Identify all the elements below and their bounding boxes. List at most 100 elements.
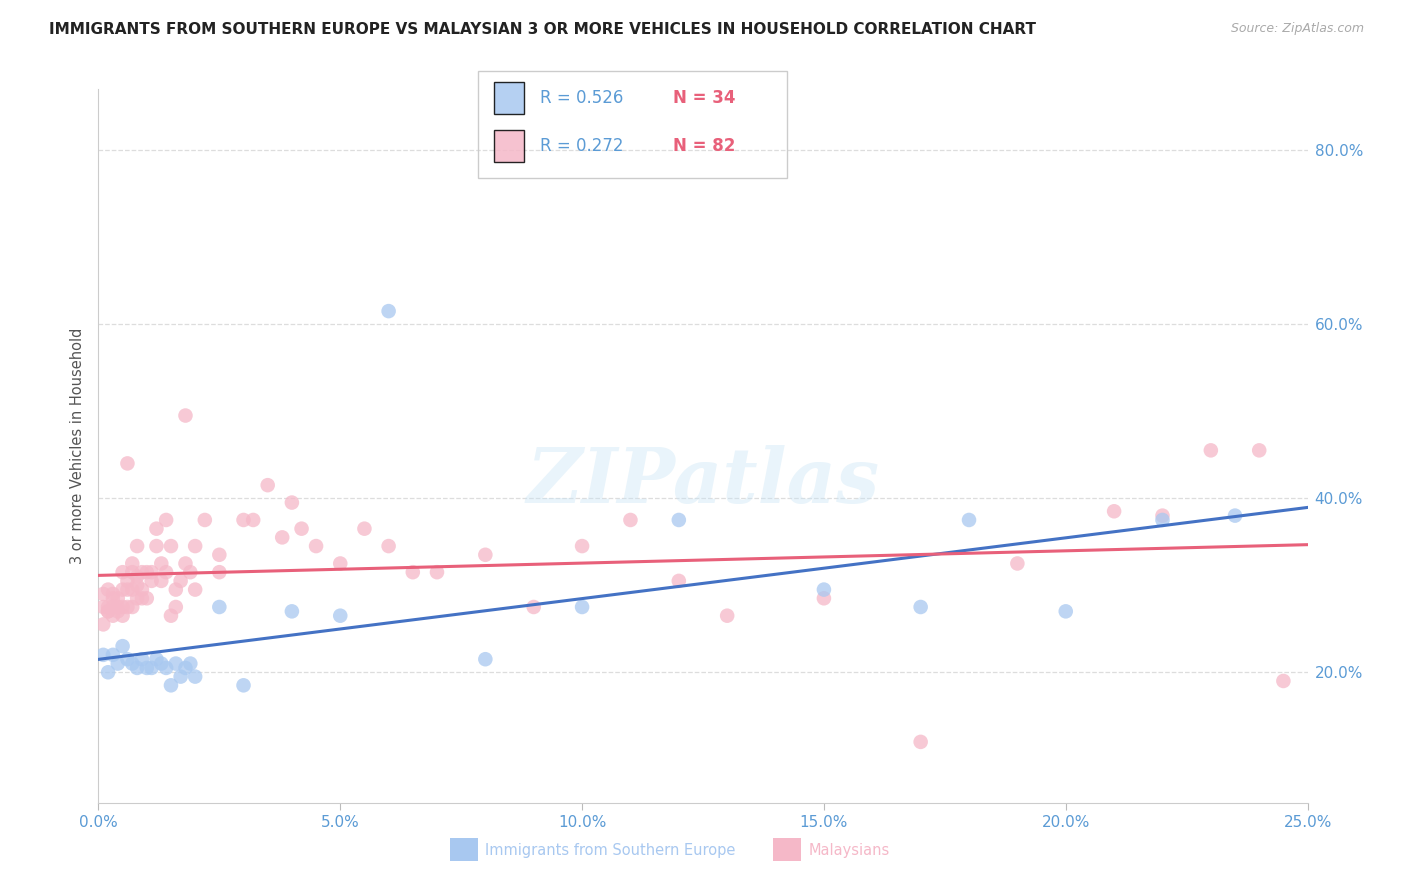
Point (1007, 557, 1029, 571)
Point (117, 582, 139, 597)
Point (305, 539, 328, 553)
Point (101, 608, 124, 623)
Point (155, 661, 177, 675)
Point (174, 661, 197, 675)
Point (571, 539, 593, 553)
Text: Immigrants from Southern Europe: Immigrants from Southern Europe (485, 843, 735, 857)
Point (165, 657, 187, 671)
Point (179, 657, 201, 671)
Point (111, 565, 134, 579)
Point (117, 457, 139, 471)
Point (101, 648, 124, 662)
Point (910, 735, 932, 749)
Point (91, 648, 114, 662)
Point (169, 574, 191, 588)
Point (141, 565, 163, 579)
Point (813, 582, 835, 597)
Point (1054, 604, 1077, 618)
Point (135, 591, 157, 606)
FancyBboxPatch shape (494, 82, 524, 114)
Point (127, 539, 149, 553)
Point (281, 495, 304, 509)
Point (426, 565, 449, 579)
Point (121, 565, 143, 579)
Point (1152, 513, 1174, 527)
Point (131, 582, 153, 597)
Point (101, 587, 124, 601)
Point (1272, 673, 1295, 688)
Text: IMMIGRANTS FROM SOUTHERN EUROPE VS MALAYSIAN 3 OR MORE VEHICLES IN HOUSEHOLD COR: IMMIGRANTS FROM SOUTHERN EUROPE VS MALAY… (49, 22, 1036, 37)
Point (131, 652, 153, 666)
Point (813, 591, 835, 606)
Point (165, 599, 187, 614)
Point (1249, 443, 1271, 458)
Point (101, 591, 124, 606)
Point (135, 661, 157, 675)
Text: Malaysians: Malaysians (808, 843, 890, 857)
Y-axis label: 3 or more Vehicles in Household: 3 or more Vehicles in Household (69, 328, 84, 564)
Point (523, 599, 546, 614)
Point (117, 574, 139, 588)
Point (107, 657, 129, 671)
Point (184, 582, 207, 597)
Text: N = 34: N = 34 (673, 88, 735, 106)
Text: R = 0.526: R = 0.526 (540, 88, 623, 106)
Point (1102, 504, 1125, 518)
Point (377, 539, 399, 553)
Point (117, 652, 139, 666)
Point (141, 574, 163, 588)
Point (474, 548, 496, 562)
Point (160, 539, 183, 553)
Point (111, 608, 134, 623)
Point (329, 608, 352, 623)
Point (97, 582, 120, 597)
Point (208, 599, 231, 614)
Point (194, 513, 217, 527)
Point (281, 604, 304, 618)
Point (271, 530, 294, 544)
Point (127, 578, 149, 592)
Point (97, 604, 120, 618)
Point (111, 582, 134, 597)
Point (91, 587, 114, 601)
Point (91, 599, 114, 614)
Point (1223, 508, 1246, 523)
Point (150, 557, 173, 571)
Point (97, 604, 120, 618)
Point (208, 548, 231, 562)
Point (107, 591, 129, 606)
Point (121, 582, 143, 597)
Point (377, 304, 399, 318)
Point (165, 582, 187, 597)
Point (127, 591, 149, 606)
Point (957, 513, 980, 527)
Point (97, 599, 120, 614)
Point (668, 574, 690, 588)
Point (232, 513, 254, 527)
Point (155, 565, 177, 579)
Point (1199, 443, 1222, 458)
Point (150, 574, 173, 588)
Point (619, 513, 641, 527)
Point (141, 661, 163, 675)
Point (232, 678, 254, 692)
Point (101, 599, 124, 614)
Point (910, 599, 932, 614)
Point (668, 513, 690, 527)
Point (121, 557, 143, 571)
Point (256, 478, 278, 492)
Point (160, 678, 183, 692)
Point (131, 591, 153, 606)
Text: Source: ZipAtlas.com: Source: ZipAtlas.com (1230, 22, 1364, 36)
Point (127, 569, 149, 583)
Point (571, 599, 593, 614)
Point (121, 657, 143, 671)
Point (111, 639, 134, 653)
Point (91, 617, 114, 632)
Point (184, 539, 207, 553)
Point (402, 565, 425, 579)
Point (150, 657, 173, 671)
Point (111, 599, 134, 614)
Point (290, 522, 312, 536)
Text: N = 82: N = 82 (673, 136, 735, 154)
